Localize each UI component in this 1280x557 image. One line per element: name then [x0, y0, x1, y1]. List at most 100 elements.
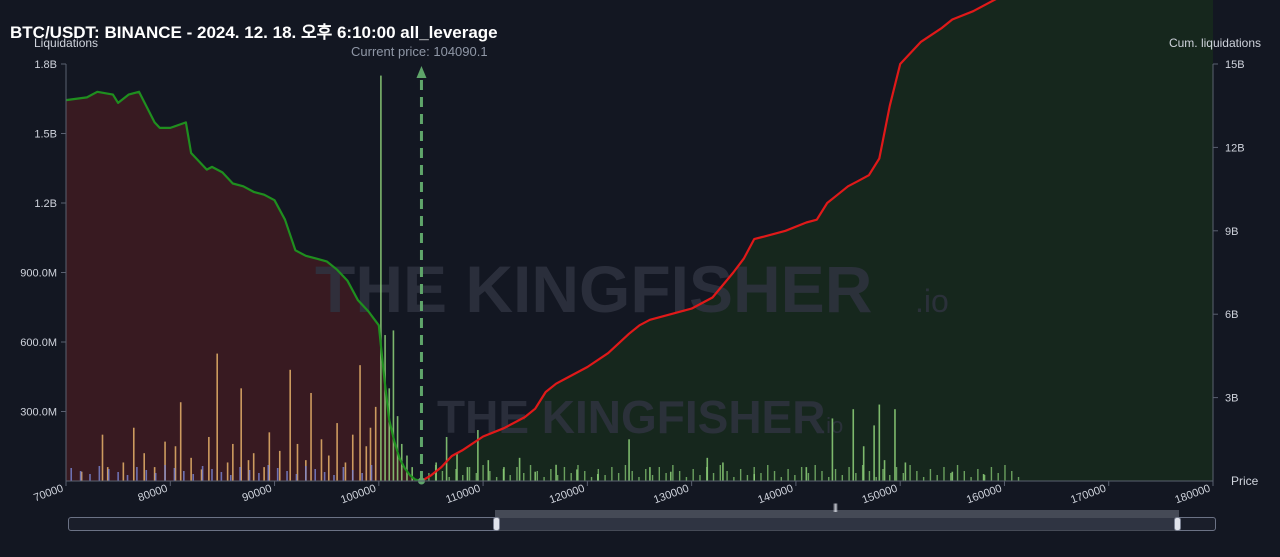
liquidation-bar — [672, 465, 674, 481]
liquidation-bars — [70, 75, 1020, 481]
liquidation-bar — [286, 471, 288, 481]
liquidation-bar — [258, 473, 260, 481]
scroll-selected-range[interactable] — [495, 518, 1179, 530]
liquidation-bar — [739, 469, 742, 481]
liquidation-bar — [956, 465, 959, 481]
liquidation-bar — [543, 477, 545, 481]
liquidation-bar — [685, 477, 688, 481]
liquidation-bar — [883, 460, 886, 481]
liquidation-bar — [333, 475, 335, 481]
liquidation-bar — [388, 388, 391, 481]
liquidation-bar — [665, 473, 667, 481]
liquidation-bar — [80, 471, 83, 481]
range-scrollbar[interactable]: ||| — [68, 503, 1216, 531]
x-tick-label: 160000 — [965, 483, 1004, 507]
liquidation-bar — [263, 467, 265, 481]
liquidation-bar — [878, 404, 881, 481]
liquidation-bar — [990, 467, 993, 481]
liquidation-bar — [310, 392, 312, 481]
liquidation-bar — [495, 477, 498, 481]
liquidation-bar — [895, 467, 898, 481]
liquidation-bar — [164, 465, 166, 481]
liquidation-bar — [477, 430, 479, 481]
liquidation-bar — [117, 472, 119, 481]
right-tick-label: 6B — [1225, 309, 1238, 321]
left-tick-label: 300.0M — [20, 407, 57, 419]
liquidation-bar — [482, 465, 484, 481]
liquidation-bar — [936, 475, 938, 481]
liquidation-bar — [916, 471, 918, 481]
liquidation-bar — [889, 475, 891, 481]
grip-icon[interactable]: ||| — [833, 502, 838, 512]
liquidation-bar — [929, 469, 932, 481]
liquidation-bar — [951, 471, 954, 481]
left-tick-label: 600.0M — [20, 337, 57, 349]
liquidation-bar — [576, 469, 578, 481]
liquidation-bar — [216, 353, 218, 481]
liquidation-bar — [529, 465, 532, 481]
liquidation-bar — [977, 469, 979, 481]
liquidation-bar — [370, 465, 373, 481]
liquidation-bar — [534, 471, 537, 481]
x-tick-label: 130000 — [652, 483, 691, 507]
liquidation-bar — [814, 465, 816, 481]
liquidation-bar — [982, 474, 985, 481]
liquidation-bar — [502, 469, 505, 481]
left-axis-title: Liquidations — [34, 36, 99, 50]
liquidation-bar — [617, 473, 620, 481]
liquidation-bar — [323, 472, 326, 481]
liquidation-bar — [669, 471, 672, 481]
liquidation-bar — [563, 467, 566, 481]
liquidation-bar — [726, 471, 728, 481]
liquidation-bar — [556, 475, 559, 481]
liquidation-bar — [173, 468, 176, 481]
liquidation-bar — [692, 469, 694, 481]
liquidation-bar — [192, 474, 195, 481]
liquidation-bar — [800, 467, 803, 481]
liquidation-bar — [828, 477, 830, 481]
liquidation-bar — [220, 472, 223, 481]
liquidation-bar — [555, 464, 557, 481]
liquidation-bar — [327, 455, 330, 481]
liquidation-bar — [649, 467, 651, 481]
liquidation-bar — [374, 406, 377, 481]
liquidation-bar — [359, 365, 361, 481]
liquidation-bar — [305, 466, 307, 481]
liquidation-bar — [145, 470, 148, 481]
liquidation-bar — [107, 469, 110, 481]
liquidation-bar — [384, 335, 386, 481]
cumulative-line-above — [420, 0, 997, 482]
liquidation-bar — [963, 471, 966, 481]
liquidation-bar — [174, 446, 177, 481]
liquidation-bar — [268, 432, 271, 481]
liquidation-bar — [787, 469, 789, 481]
x-tick-label: 100000 — [339, 483, 378, 507]
liquidation-bar — [722, 462, 724, 481]
range-end-handle[interactable] — [1174, 517, 1181, 531]
liquidation-bar — [834, 469, 837, 481]
liquidation-bar — [211, 469, 213, 481]
left-tick-label: 1.5B — [34, 129, 57, 141]
liquidation-bar — [862, 446, 865, 481]
left-tick-label: 1.8B — [34, 59, 57, 71]
liquidation-bar — [289, 369, 291, 481]
liquidation-bar — [597, 469, 600, 481]
liquidation-bar — [611, 467, 613, 481]
cumulative-line-below — [65, 90, 422, 483]
cumulative-area-below — [66, 91, 422, 482]
liquidation-bar — [753, 467, 755, 481]
right-tick-label: 12B — [1225, 142, 1245, 154]
liquidation-bar — [706, 467, 708, 481]
watermark-text: THE KINGFISHER — [437, 391, 825, 443]
x-tick-label: 140000 — [756, 483, 795, 507]
liquidation-bar — [226, 462, 229, 481]
liquidation-bar — [855, 473, 857, 481]
cumulative-lines — [65, 0, 997, 483]
watermark-text: THE KINGFISHER — [315, 252, 872, 326]
liquidation-bar — [487, 460, 490, 481]
liquidation-bar — [536, 471, 539, 481]
liquidation-bar — [344, 462, 347, 481]
liquidation-bar — [523, 473, 525, 481]
liquidation-bar — [712, 473, 715, 481]
range-start-handle[interactable] — [493, 517, 500, 531]
